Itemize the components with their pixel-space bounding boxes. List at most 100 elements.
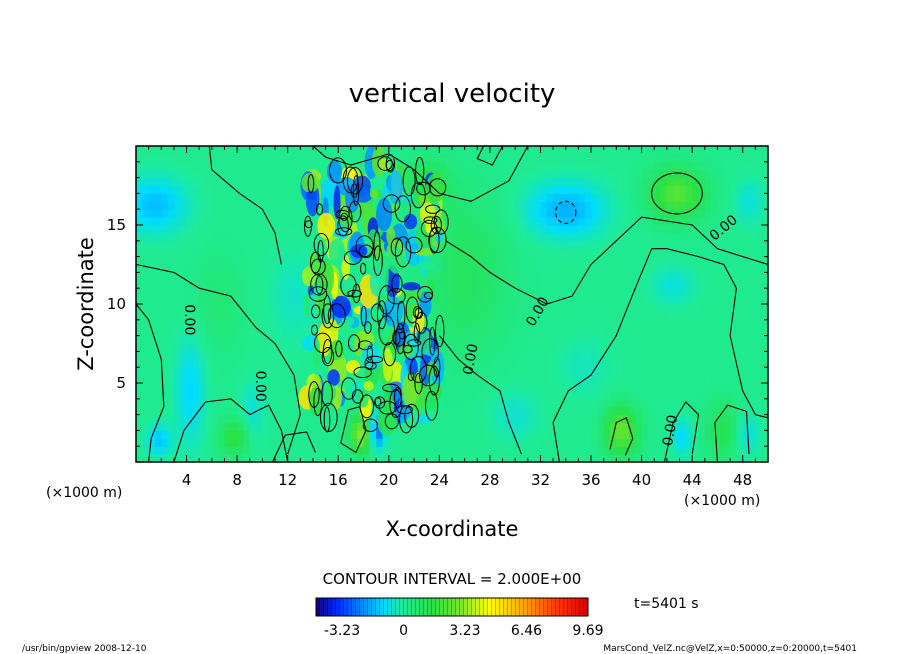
field-cell — [698, 296, 706, 305]
field-cell — [483, 248, 491, 258]
field-cell — [161, 422, 169, 431]
field-cell — [717, 209, 725, 218]
field-cell — [452, 272, 459, 281]
field-cell — [489, 327, 497, 337]
field-cell — [464, 280, 472, 289]
field-cell — [546, 430, 554, 439]
field-cell — [610, 327, 617, 337]
field-cell — [142, 248, 150, 258]
field-cell — [142, 280, 150, 289]
field-cell — [565, 383, 573, 392]
field-cell — [483, 240, 491, 250]
field-cell — [761, 280, 768, 289]
field-cell — [249, 367, 257, 376]
field-cell — [496, 343, 504, 352]
field-cell — [483, 367, 491, 376]
field-cell — [357, 359, 365, 368]
field-cell — [167, 383, 175, 392]
field-cell — [673, 153, 681, 163]
field-cell — [192, 319, 200, 329]
field-cell — [685, 272, 693, 281]
field-cell — [597, 351, 605, 360]
field-cell — [294, 438, 301, 447]
field-cell — [546, 454, 554, 462]
field-cell — [470, 414, 478, 424]
field-cell — [470, 225, 478, 234]
contour-line — [429, 227, 440, 254]
field-cell — [572, 335, 579, 345]
field-cell — [281, 406, 289, 416]
contour-line — [416, 181, 431, 196]
field-cell — [647, 153, 655, 163]
field-cell — [205, 390, 213, 400]
contour-line — [382, 194, 401, 213]
field-cell — [704, 177, 712, 187]
field-cell — [584, 248, 592, 258]
field-cell — [211, 232, 219, 242]
colorbar-swatch — [500, 598, 505, 616]
field-cell — [553, 280, 561, 289]
contour-line — [383, 342, 397, 367]
field-cell — [237, 169, 245, 179]
field-cell — [136, 398, 143, 408]
field-cell — [654, 264, 662, 273]
field-cell — [527, 430, 535, 439]
field-cell — [420, 454, 428, 462]
field-cell — [268, 209, 276, 218]
field-cell — [199, 327, 207, 337]
plot-area: 0.000.000.000.000.000.00 4 8 12 16 20 24 28 32 3… — [107, 145, 769, 489]
field-cell — [256, 272, 263, 281]
field-cell — [268, 454, 276, 462]
field-cell — [452, 414, 459, 424]
field-cell — [654, 398, 662, 408]
field-cell — [287, 177, 295, 187]
field-cell — [350, 422, 358, 431]
field-cell — [243, 177, 251, 187]
contour-interval-label: CONTOUR INTERVAL = 2.000E+00 — [323, 570, 582, 588]
contour-line — [366, 345, 373, 361]
field-cell — [350, 264, 358, 273]
field-cell — [603, 335, 611, 345]
field-cell — [527, 454, 535, 462]
field-cell — [603, 248, 611, 258]
field-cell — [376, 446, 384, 455]
field-cell — [679, 359, 687, 368]
field-cell — [666, 240, 674, 250]
field-cell — [660, 193, 668, 202]
field-cell — [477, 240, 485, 250]
field-cell — [452, 398, 459, 408]
colorbar-swatch — [576, 598, 581, 616]
field-cell — [237, 161, 245, 171]
contour-line — [327, 303, 346, 329]
field-cell — [167, 367, 175, 376]
field-cell — [597, 169, 605, 179]
field-cell — [591, 146, 598, 155]
field-cell — [483, 383, 491, 392]
field-cell — [388, 209, 396, 218]
field-cell — [249, 161, 257, 171]
field-cell — [445, 161, 453, 171]
field-cell — [660, 240, 668, 250]
field-cell — [281, 169, 289, 179]
field-cell — [275, 406, 282, 416]
field-cell — [527, 422, 535, 431]
field-cell — [742, 438, 750, 447]
field-cell — [268, 383, 276, 392]
field-cell — [199, 240, 207, 250]
field-cell — [616, 264, 624, 273]
field-cell — [224, 390, 232, 400]
contour-line — [423, 216, 438, 224]
field-cell — [237, 153, 245, 163]
field-cell — [603, 351, 611, 360]
field-cell — [698, 280, 706, 289]
field-cell — [755, 335, 763, 345]
field-cell — [755, 390, 763, 400]
field-cell — [704, 256, 712, 266]
field-cell — [237, 288, 245, 297]
field-cell — [610, 446, 617, 455]
field-cell — [515, 319, 523, 329]
field-cell — [458, 438, 466, 447]
field-cell — [205, 406, 213, 416]
contour-line — [609, 417, 634, 456]
field-cell — [173, 335, 181, 345]
